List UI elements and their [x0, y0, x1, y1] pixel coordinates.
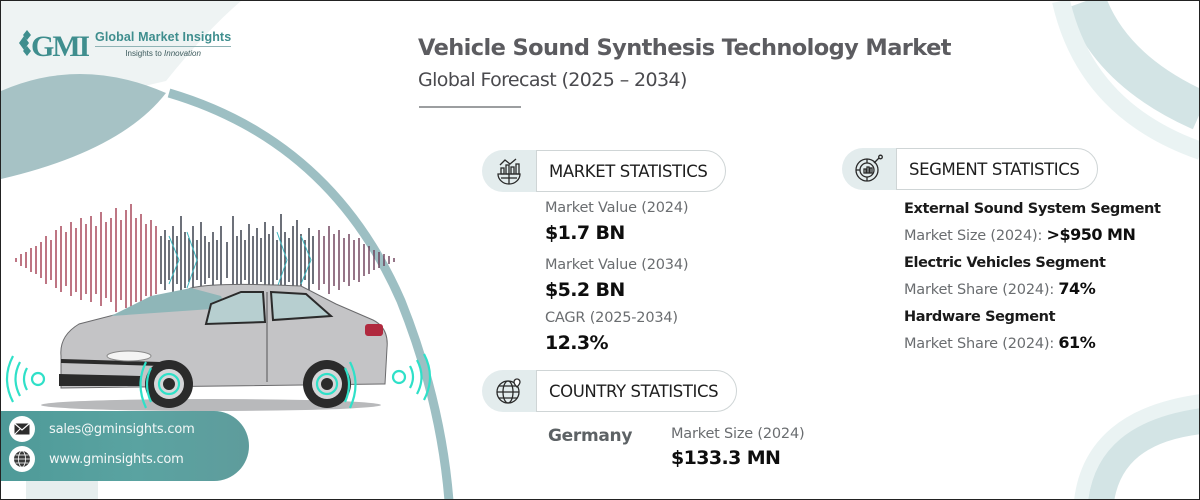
page-title: Vehicle Sound Synthesis Technology Marke… [418, 35, 951, 61]
gmi-logo[interactable]: GMI Global Market Insights Insights to I… [17, 27, 232, 61]
segment-value: 74% [1058, 279, 1096, 298]
segment-statistics-header: SEGMENT STATISTICS [842, 148, 1099, 190]
contact-panel: sales@gminsights.com www.gminsights.com [1, 411, 249, 481]
gmi-logo-mark-icon: GMI [17, 27, 89, 61]
sound-emitter-icon [5, 353, 432, 409]
segment-title: External Sound System Segment [904, 201, 1161, 217]
title-divider [419, 106, 521, 108]
brand-name: Global Market Insights [95, 30, 232, 47]
country-statistics-header: COUNTRY STATISTICS [482, 370, 738, 412]
stat-label: CAGR (2025-2034) [545, 310, 678, 326]
market-statistics-header: MARKET STATISTICS [482, 150, 727, 192]
stat-label: Market Value (2034) [545, 257, 689, 273]
segment-metric: Market Share (2024): 74% [904, 279, 1096, 298]
country-name: Germany [548, 426, 633, 446]
car-sound-illustration [5, 204, 432, 411]
segment-title: Hardware Segment [904, 309, 1056, 325]
email-contact[interactable]: sales@gminsights.com [9, 416, 195, 442]
segment-metric: Market Size (2024): >$950 MN [904, 225, 1136, 244]
chart-globe-icon [482, 150, 536, 192]
segment-statistics-title: SEGMENT STATISTICS [896, 148, 1099, 190]
segment-value: >$950 MN [1046, 225, 1136, 244]
segment-pie-chart-icon [842, 148, 896, 190]
globe-pin-icon [482, 370, 536, 412]
envelope-icon [9, 416, 35, 442]
stat-value: 12.3% [545, 332, 609, 354]
stat-label: Market Value (2024) [545, 200, 689, 216]
segment-value: 61% [1058, 333, 1096, 352]
car-icon [59, 283, 388, 408]
brand-tagline: Insights to Innovation [125, 49, 201, 58]
sound-waveform-icon [15, 204, 395, 326]
website-link[interactable]: www.gminsights.com [49, 451, 184, 467]
page-subtitle: Global Forecast (2025 – 2034) [418, 69, 687, 91]
segment-metric: Market Share (2024): 61% [904, 333, 1096, 352]
stat-value: $1.7 BN [545, 222, 625, 244]
svg-text:GMI: GMI [31, 30, 89, 61]
country-statistics-title: COUNTRY STATISTICS [536, 370, 738, 412]
segment-title: Electric Vehicles Segment [904, 255, 1106, 271]
website-contact[interactable]: www.gminsights.com [9, 446, 184, 472]
country-metric-value: $133.3 MN [671, 447, 781, 469]
email-link[interactable]: sales@gminsights.com [49, 421, 195, 437]
market-statistics-title: MARKET STATISTICS [536, 150, 727, 192]
country-metric-label: Market Size (2024) [671, 426, 805, 442]
globe-icon [9, 446, 35, 472]
stat-value: $5.2 BN [545, 279, 625, 301]
